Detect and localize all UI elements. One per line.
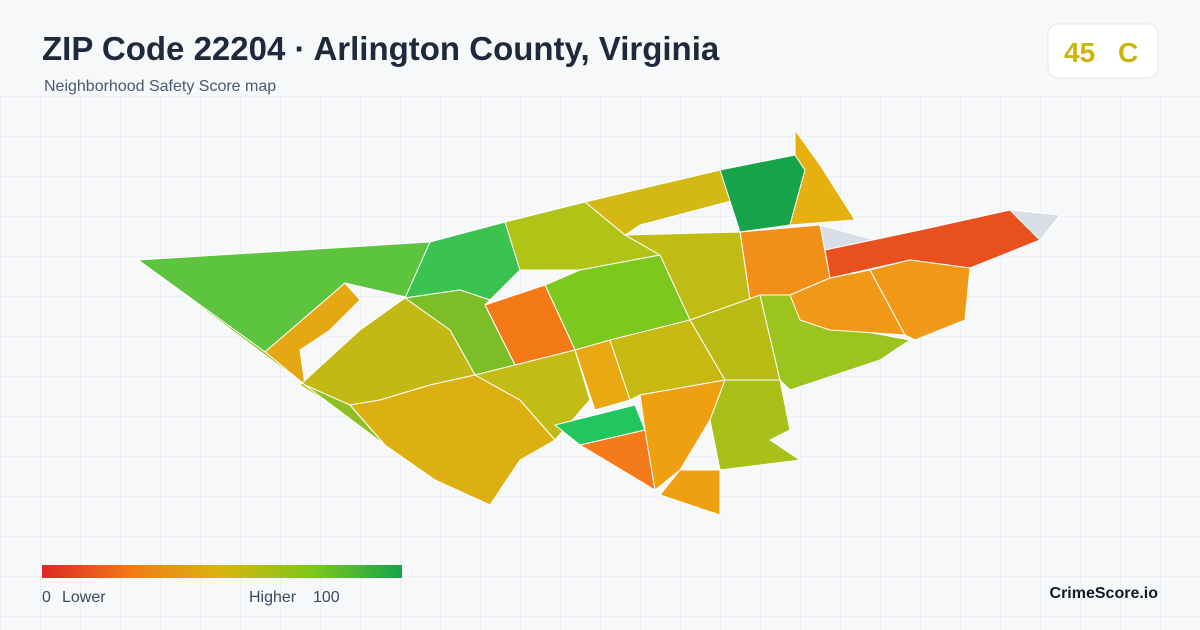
region: [137, 259, 386, 446]
brand: CrimeScore.io: [1050, 585, 1159, 602]
region: [474, 349, 591, 441]
score-badge: [1047, 23, 1159, 79]
legend-gradient: [42, 565, 402, 578]
region: [709, 379, 801, 471]
subtitle: Neighborhood Safety Score map: [44, 78, 276, 95]
map-regions: [137, 129, 1061, 516]
legend-max: 100: [313, 589, 340, 606]
region: [789, 129, 856, 226]
score-value: 45: [1064, 37, 1095, 68]
title: ZIP Code 22204 · Arlington County, Virgi…: [42, 30, 720, 67]
region: [659, 469, 721, 516]
legend-min-label: Lower: [62, 589, 106, 606]
region: [869, 259, 971, 341]
region: [1009, 209, 1061, 241]
region: [584, 169, 736, 236]
score-grade: C: [1118, 37, 1138, 68]
legend-max-label: Higher: [249, 589, 297, 606]
legend-min: 0: [42, 589, 51, 606]
